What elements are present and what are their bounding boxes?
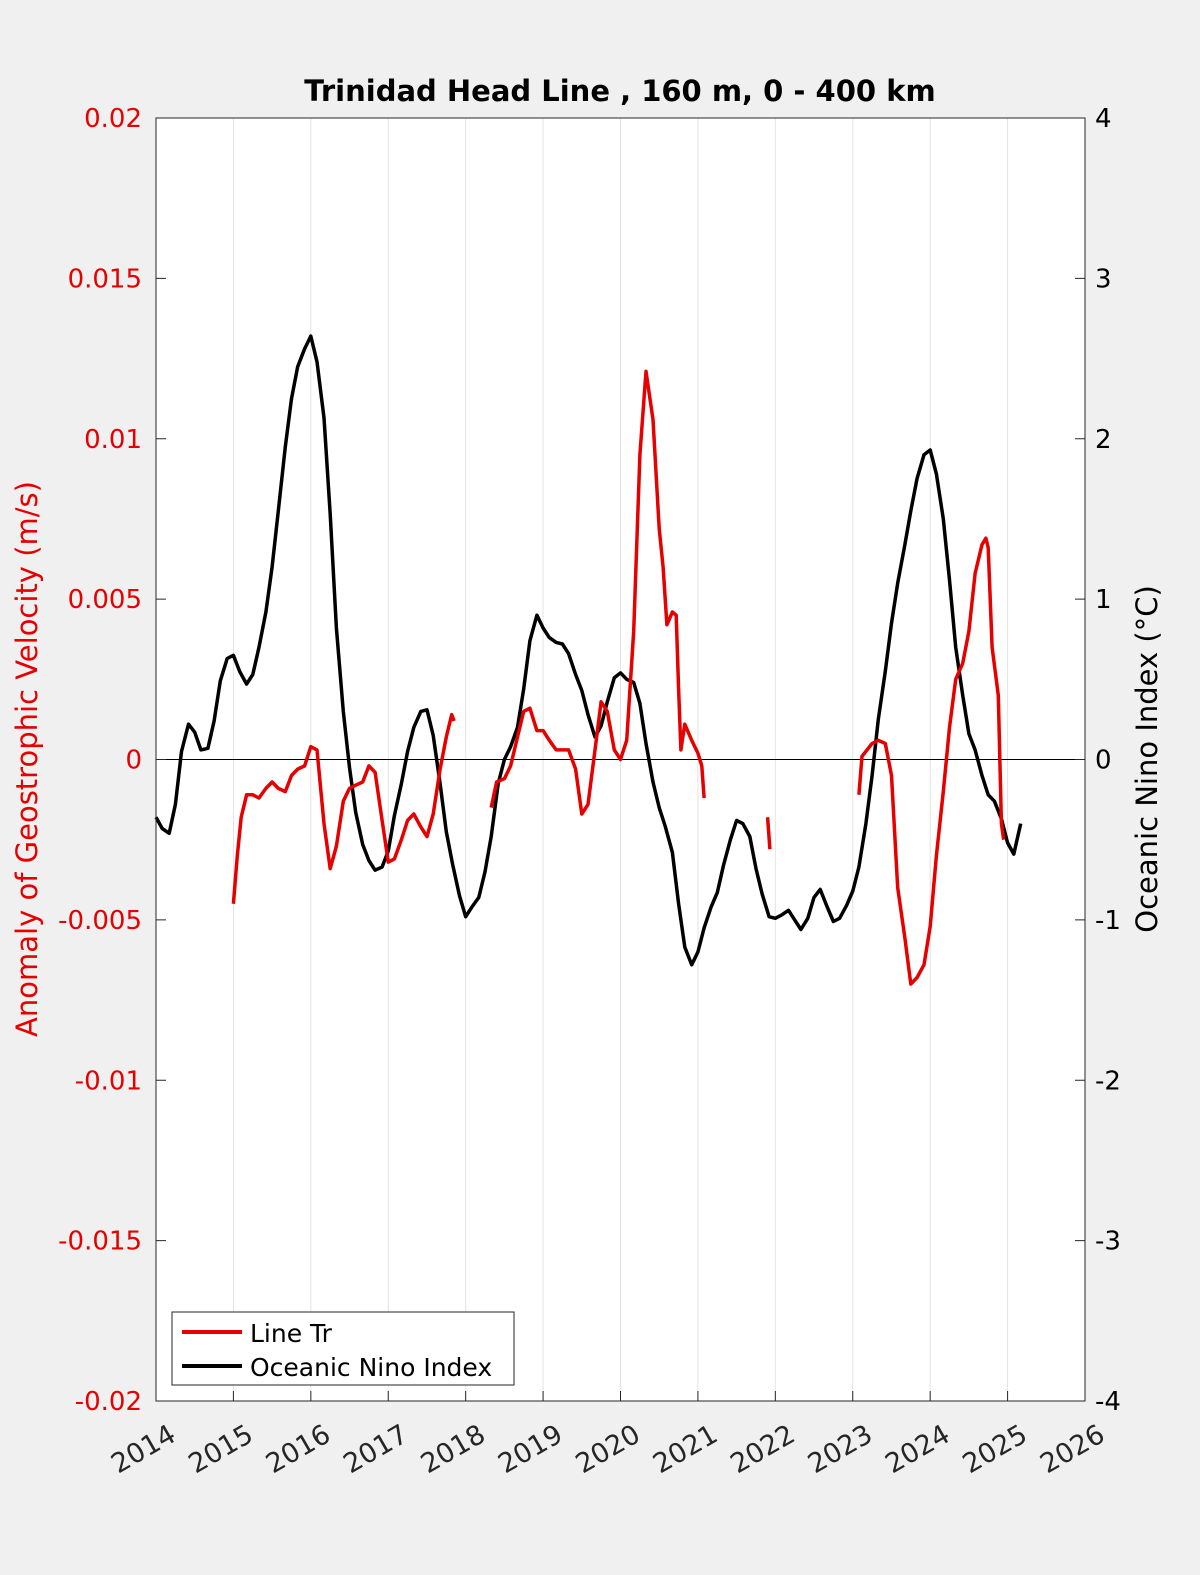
legend-box: [171, 1311, 515, 1386]
y-left-tick-label: 0.01: [84, 425, 142, 455]
chart-title: Trinidad Head Line , 160 m, 0 - 400 km: [304, 74, 935, 108]
y-left-tick-label: -0.01: [75, 1066, 142, 1096]
y-right-tick-label: -1: [1095, 906, 1121, 936]
y-right-tick-label: -2: [1095, 1066, 1121, 1096]
y-left-tick-label: -0.015: [58, 1227, 142, 1257]
line-tr-series: [489, 369, 706, 816]
line-tr-series: [857, 536, 1006, 986]
line-tr-series: [231, 712, 456, 904]
series-layer: [154, 334, 1023, 986]
y-left-tick-label: -0.02: [75, 1387, 142, 1417]
y-right-tick-label: 0: [1095, 746, 1112, 776]
y-right-tick-label: -3: [1095, 1227, 1121, 1257]
y-axis-right-label: Oceanic Nino Index (°C): [1130, 585, 1164, 933]
legend-line-tr-label: Line Tr: [250, 1319, 333, 1348]
y-right-tick-label: 3: [1095, 264, 1112, 294]
y-axis-left-label: Anomaly of Geostrophic Velocity (m/s): [10, 481, 44, 1037]
y-right-tick-label: 2: [1095, 425, 1112, 455]
y-left-tick-label: 0: [125, 746, 142, 776]
legend: Line Tr Oceanic Nino Index: [171, 1311, 515, 1386]
y-right-tick-label: 1: [1095, 585, 1112, 615]
y-left-tick-label: -0.005: [58, 906, 142, 936]
y-right-tick-label: -4: [1095, 1387, 1121, 1417]
line-tr-series: [765, 817, 772, 850]
axis-ticks: [155, 117, 1086, 1402]
oni-series: [154, 334, 1023, 967]
y-left-tick-label: 0.005: [68, 585, 142, 615]
y-left-tick-label: 0.015: [68, 264, 142, 294]
legend-oni-label: Oceanic Nino Index: [250, 1353, 492, 1382]
y-right-tick-label: 4: [1095, 104, 1112, 134]
y-left-tick-label: 0.02: [84, 104, 142, 134]
